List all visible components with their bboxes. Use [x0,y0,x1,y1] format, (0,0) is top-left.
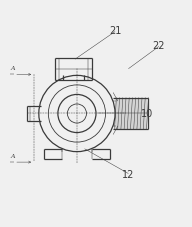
Text: 12: 12 [122,170,135,180]
Text: 22: 22 [153,41,165,51]
Text: 21: 21 [109,26,121,36]
Bar [115,98,147,129]
Text: 10: 10 [141,109,154,119]
Text: A: A [10,66,15,71]
Text: A: A [10,154,15,159]
